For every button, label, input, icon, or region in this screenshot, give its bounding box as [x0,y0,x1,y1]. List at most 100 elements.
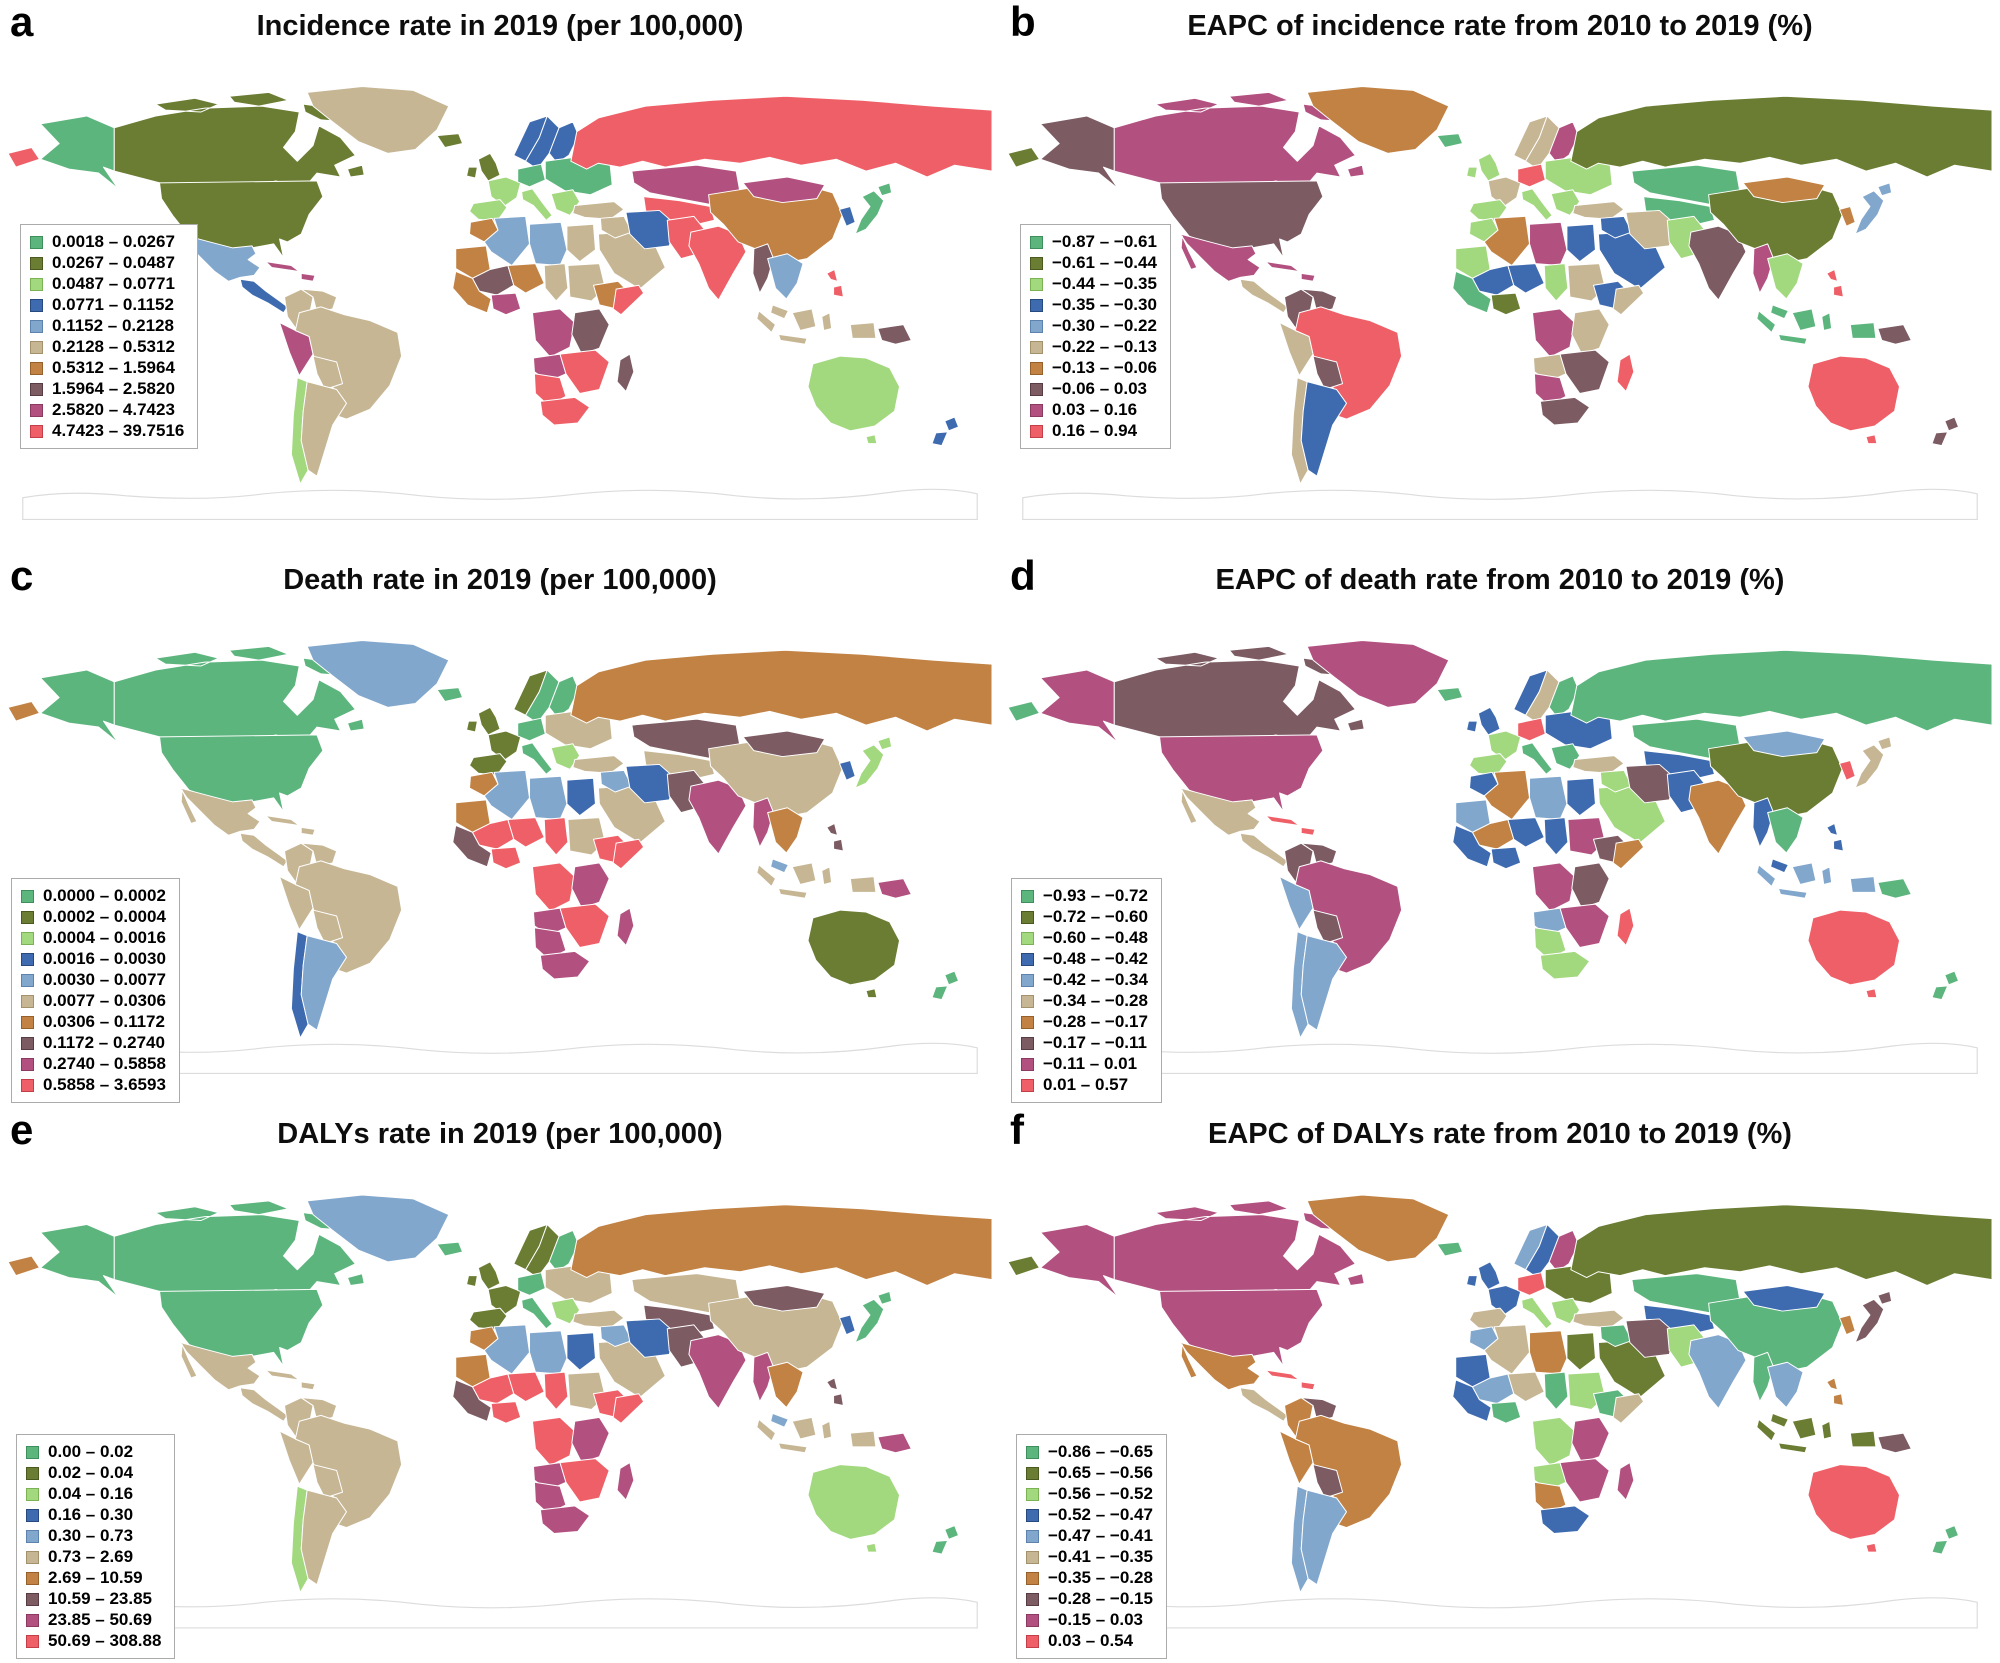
legend-label: −0.28 – −0.15 [1048,1589,1153,1608]
map-region-russia [8,95,992,178]
legend-swatch-icon [26,1508,39,1522]
legend-label: 0.0077 – 0.0306 [43,991,166,1010]
legend-label: −0.06 – 0.03 [1052,379,1148,398]
map-region-uk [466,152,501,182]
map-region-egypt [566,1332,596,1371]
map-region-iraq [599,1324,633,1347]
map-region-venezuela [1300,842,1338,868]
map-region-alaska [39,669,119,744]
legend-swatch-icon [1030,424,1043,438]
legend-label: 0.0030 – 0.0077 [43,970,166,989]
legend-row: −0.28 – −0.15 [1026,1589,1153,1609]
map-region-indonesia [756,862,877,899]
map-region-somalia [612,838,645,870]
legend-label: 23.85 – 50.69 [48,1610,152,1629]
map-region-indonesia [1756,308,1877,345]
legend-row: 0.0002 – 0.0004 [21,907,166,927]
map-region-italy [521,188,553,221]
map-region-korea [838,760,856,781]
legend-swatch-icon [26,1592,39,1606]
map-region-indonesia [1756,1416,1877,1454]
legend-swatch-icon [26,1613,39,1627]
map-region-iran [625,1318,676,1358]
legend-label: −0.72 – −0.60 [1043,907,1148,926]
legend-row: −0.93 – −0.72 [1021,886,1148,906]
legend-label: 0.0771 – 0.1152 [52,295,174,314]
map-region-southafrica [539,1505,591,1534]
legend-row: 0.0018 – 0.0267 [30,232,184,252]
legend-swatch-icon [21,1036,34,1050]
legend-label: −0.60 – −0.48 [1043,928,1148,947]
map-region-malaysia [770,304,789,320]
legend-row: −0.72 – −0.60 [1021,907,1148,927]
map-region-russia [8,1204,992,1286]
map-region-png [1877,878,1912,899]
map-region-japan [854,1290,893,1344]
legend-row: 0.02 – 0.04 [26,1463,161,1483]
legend: −0.93 – −0.72 −0.72 – −0.60 −0.60 – −0.48 −… [1011,878,1162,1103]
legend-label: 0.0267 – 0.0487 [52,253,175,272]
map-region-korea [1838,1314,1856,1336]
map-region-brazil [1294,1414,1403,1529]
map-region-nigeria [1490,846,1522,870]
map-region-venezuela [300,1397,338,1422]
legend-row: 0.5858 – 3.6593 [21,1075,166,1095]
legend-label: 0.1172 – 0.2740 [43,1033,165,1052]
map-region-niger [507,263,545,294]
map-region-brazil [294,860,403,974]
map-region-korea [838,1314,856,1336]
map-region-argentina [300,935,347,1031]
legend-label: −0.35 – −0.28 [1048,1568,1153,1587]
map-region-korea [1838,760,1856,781]
map-region-venezuela [300,842,338,868]
map-region-zambezi [1559,1458,1610,1503]
map-region-mongolia [1742,1284,1826,1312]
map-region-brazil [294,306,403,420]
legend-label: −0.87 – −0.61 [1052,232,1157,251]
legend-swatch-icon [1021,973,1034,987]
legend-label: 0.73 – 2.69 [48,1547,134,1566]
legend-swatch-icon [1030,340,1043,354]
map-region-malaysia [1770,304,1789,320]
legend-row: −0.22 – −0.13 [1030,337,1157,357]
legend-swatch-icon [1021,1015,1034,1029]
legend-label: −0.44 – −0.35 [1052,274,1157,293]
legend-row: 0.0030 – 0.0077 [21,970,166,990]
map-region-chad [543,1371,569,1410]
map-region-chad [1543,263,1569,302]
map-region-alaska [39,1223,119,1298]
legend-label: −0.48 – −0.42 [1043,949,1148,968]
map-region-brazil [294,1414,403,1529]
legend-row: −0.48 – −0.42 [1021,949,1148,969]
legend-label: −0.30 – −0.22 [1052,316,1157,335]
map-region-somalia [612,1393,645,1424]
map-region-libya [1529,221,1568,267]
map-area [8,46,992,552]
map-region-iran [1625,763,1676,804]
map-region-canada [1113,91,1365,190]
map-region-wafrica [1452,270,1492,314]
map-region-caribbean [265,1369,316,1391]
legend-label: 0.0306 – 0.1172 [43,1012,165,1031]
panel-title: Incidence rate in 2019 (per 100,000) [256,10,744,42]
map-region-algeria [1483,215,1531,267]
panel-title: Death rate in 2019 (per 100,000) [283,564,717,596]
map-region-argentina [300,1489,347,1586]
legend-label: 0.0487 – 0.0771 [52,274,175,293]
map-region-newzealand [1931,1525,1960,1555]
legend-label: 0.04 – 0.16 [48,1484,134,1503]
figure-panel-f: f EAPC of DALYs rate from 2010 to 2019 (… [1000,1108,2000,1663]
map-region-malaysia [770,1412,789,1428]
map-region-malaysia [770,858,789,874]
legend-label: −0.17 – −0.11 [1043,1033,1147,1052]
legend-row: 0.1152 – 0.2128 [30,316,184,336]
map-region-philippines [1826,268,1844,298]
panel-letter: d [1010,554,1036,599]
map-region-argentina [1300,1489,1347,1586]
legend-row: −0.34 – −0.28 [1021,991,1148,1011]
map-region-korea [838,206,856,227]
legend-swatch-icon [21,1015,34,1029]
legend-row: 2.69 – 10.59 [26,1568,161,1588]
legend-row: 0.73 – 2.69 [26,1547,161,1567]
